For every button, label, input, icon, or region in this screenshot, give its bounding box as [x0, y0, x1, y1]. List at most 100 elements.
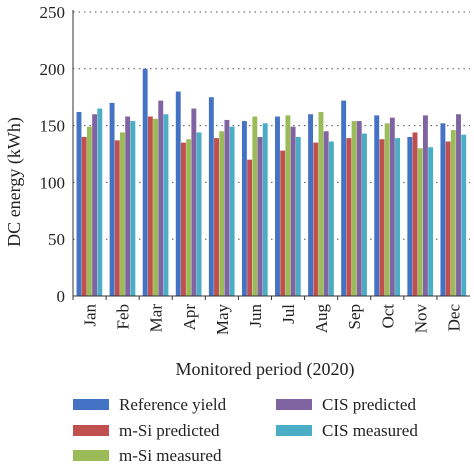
legend-item: m-Si measured: [73, 446, 222, 465]
y-tick-label: 100: [40, 173, 66, 192]
bar: [241, 121, 247, 296]
bar: [428, 147, 434, 296]
legend-item: Reference yield: [73, 395, 227, 414]
legend-swatch: [276, 425, 312, 436]
bar: [214, 138, 219, 296]
bar: [445, 141, 451, 296]
bar: [323, 131, 329, 296]
bar: [280, 150, 286, 296]
x-tick-label: Jun: [246, 304, 265, 328]
bar-groups: [76, 68, 467, 297]
bar-group-may: [208, 97, 235, 297]
bar: [351, 121, 357, 296]
bar: [257, 136, 263, 296]
bar: [163, 114, 169, 297]
bar: [158, 100, 164, 296]
y-tick-label: 250: [40, 3, 66, 22]
bar: [440, 123, 446, 296]
bar: [328, 141, 334, 296]
x-tick-label: Apr: [180, 304, 199, 331]
x-axis-label: Monitored period (2020): [176, 359, 355, 380]
bar: [262, 123, 268, 296]
bar: [142, 68, 148, 296]
y-tick-label: 50: [48, 230, 65, 249]
bar: [208, 97, 214, 296]
bar: [313, 142, 319, 296]
legend-swatch: [73, 399, 109, 410]
bar-group-oct: [374, 115, 400, 296]
bar: [219, 131, 225, 296]
bar: [125, 116, 131, 297]
bar-group-jul: [275, 115, 301, 297]
bar: [346, 138, 352, 296]
x-tick-label: Nov: [411, 304, 430, 334]
bar: [114, 140, 120, 296]
bar: [384, 123, 390, 296]
x-tick-label: Oct: [378, 304, 397, 329]
legend-label: m-Si measured: [119, 446, 222, 465]
bar: [417, 148, 423, 296]
legend-item: m-Si predicted: [73, 421, 220, 440]
bar: [147, 116, 153, 297]
bar-group-dec: [440, 114, 467, 297]
bar-group-feb: [109, 102, 136, 297]
x-tick-label: Jul: [279, 304, 298, 324]
bar: [175, 91, 181, 297]
legend-swatch: [276, 399, 312, 410]
legend-label: Reference yield: [119, 395, 227, 414]
bar: [395, 138, 400, 296]
bar: [308, 114, 314, 297]
bar: [224, 119, 230, 296]
bar: [379, 139, 385, 296]
bar: [252, 116, 258, 297]
bar: [389, 117, 395, 296]
bar: [290, 126, 296, 297]
bar: [374, 115, 380, 296]
legend-item: CIS measured: [276, 421, 418, 440]
legend-label: CIS measured: [322, 421, 418, 440]
x-tick-labels: Jan Feb Mar Apr May Jun Jul Aug Sep Oct Nov Dec: [72, 296, 463, 336]
bar-group-jun: [241, 116, 268, 297]
bar: [341, 100, 347, 296]
y-tick-labels: 0 50 100 150 200 250: [40, 3, 66, 306]
bar: [191, 108, 197, 296]
x-tick-label: Aug: [312, 304, 331, 334]
bar: [461, 134, 467, 296]
bar: [86, 126, 92, 297]
x-tick-label: Sep: [345, 304, 364, 330]
x-tick-label: Dec: [444, 304, 463, 332]
bar: [153, 118, 159, 296]
x-tick-label: Mar: [147, 304, 166, 333]
bar: [109, 102, 115, 296]
bar: [456, 114, 461, 297]
bar: [76, 111, 82, 296]
bar-group-nov: [407, 115, 434, 296]
y-tick-label: 150: [40, 117, 66, 136]
bar: [356, 121, 362, 296]
legend-label: CIS predicted: [322, 395, 416, 414]
bar: [450, 130, 456, 296]
bar: [285, 115, 291, 296]
x-tick-label: Jan: [81, 304, 100, 327]
legend-swatch: [73, 425, 109, 436]
y-tick-label: 200: [40, 60, 66, 79]
bar-group-apr: [175, 91, 202, 297]
x-tick-label: May: [213, 304, 232, 336]
legend: Reference yield m-Si predicted m-Si measur…: [73, 395, 418, 465]
bar-group-mar: [142, 68, 169, 297]
bar: [196, 132, 202, 296]
bar: [130, 121, 136, 296]
bar: [422, 115, 428, 296]
y-axis-label: DC energy (kWh): [4, 117, 25, 247]
bar: [81, 136, 87, 296]
bar: [362, 133, 367, 296]
bar: [275, 116, 280, 297]
bar: [97, 108, 103, 296]
bar: [412, 132, 418, 296]
bar: [120, 132, 125, 296]
bar: [295, 136, 301, 296]
bar: [247, 159, 253, 296]
bar: [407, 136, 413, 296]
legend-item: CIS predicted: [276, 395, 416, 414]
